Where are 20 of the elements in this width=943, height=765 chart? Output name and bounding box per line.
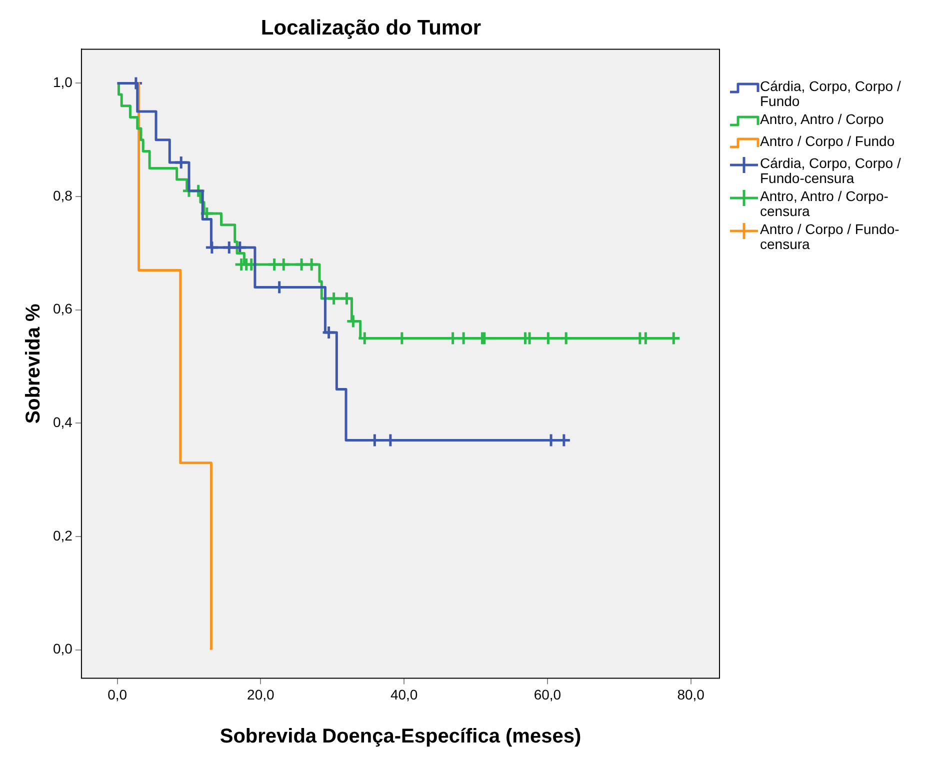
legend-label: Antro, Antro / Corpo-censura xyxy=(760,188,890,219)
chart-title: Localização do Tumor xyxy=(260,16,482,40)
legend-label: Cárdia, Corpo, Corpo / Fundo xyxy=(760,78,902,109)
x-tick-label: 20,0 xyxy=(247,686,275,702)
y-tick-label: 0,8 xyxy=(52,187,73,204)
legend-label: Antro, Antro / Corpo xyxy=(760,111,884,127)
legend-label: Cárdia, Corpo, Corpo / Fundo-censura xyxy=(760,155,902,186)
legend-label: Antro / Corpo / Fundo-censura xyxy=(760,221,900,252)
y-tick-label: 1,0 xyxy=(52,74,73,90)
x-tick-label: 60,0 xyxy=(534,686,562,702)
legend-label: Antro / Corpo / Fundo xyxy=(760,133,895,149)
y-axis-title: Sobrevida % xyxy=(22,303,45,424)
y-tick-label: 0,6 xyxy=(52,300,73,317)
x-axis-title: Sobrevida Doença-Específica (meses) xyxy=(220,726,582,748)
y-tick-label: 0,2 xyxy=(52,527,73,544)
x-tick-label: 0,0 xyxy=(108,686,128,702)
x-tick-label: 40,0 xyxy=(390,686,418,702)
y-tick-label: 0,4 xyxy=(52,414,73,430)
y-tick-label: 0,0 xyxy=(52,640,73,657)
x-tick-label: 80,0 xyxy=(677,686,705,702)
